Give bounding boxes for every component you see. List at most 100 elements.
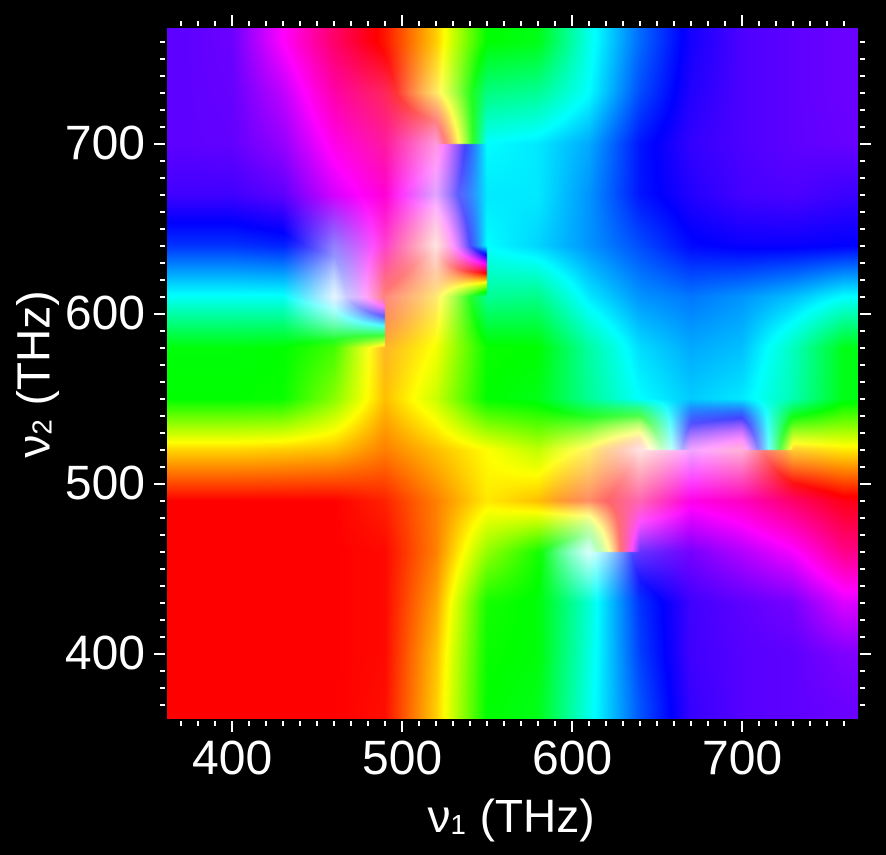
y-right-major-tick <box>860 482 871 486</box>
x-top-minor-tick <box>690 21 693 26</box>
y-minor-tick <box>160 244 165 247</box>
heatmap-canvas <box>167 28 858 719</box>
y-right-minor-tick <box>860 57 865 60</box>
y-minor-tick <box>160 346 165 349</box>
y-right-major-tick <box>860 142 871 146</box>
y-minor-tick <box>160 602 165 605</box>
x-major-tick <box>400 721 404 732</box>
y-minor-tick <box>160 670 165 673</box>
y-minor-tick <box>160 381 165 383</box>
y-right-minor-tick <box>860 568 865 571</box>
x-top-minor-tick <box>435 21 438 26</box>
x-minor-tick <box>656 721 659 726</box>
y-right-minor-tick <box>860 244 865 247</box>
y-right-minor-tick <box>860 108 865 111</box>
x-top-minor-tick <box>707 21 710 26</box>
y-tick-label: 400 <box>64 627 145 681</box>
x-top-major-tick <box>230 15 234 26</box>
x-minor-tick <box>452 721 455 726</box>
y-right-minor-tick <box>860 74 865 77</box>
x-major-tick <box>740 721 744 732</box>
x-minor-tick <box>622 721 625 726</box>
x-minor-tick <box>384 721 387 726</box>
y-minor-tick <box>160 261 165 264</box>
x-tick-label: 700 <box>702 732 783 785</box>
y-right-minor-tick <box>860 602 865 605</box>
y-minor-tick <box>160 40 165 43</box>
y-right-minor-tick <box>860 159 865 162</box>
x-minor-tick <box>639 721 642 726</box>
y-right-minor-tick <box>860 517 865 520</box>
y-minor-tick <box>160 585 165 588</box>
y-right-minor-tick <box>860 346 865 349</box>
y-right-minor-tick <box>860 687 865 690</box>
y-minor-tick <box>160 227 165 230</box>
y-minor-tick <box>160 500 165 503</box>
x-top-minor-tick <box>656 21 659 26</box>
x-tick-label: 400 <box>192 732 273 785</box>
x-minor-tick <box>554 721 557 726</box>
x-top-minor-tick <box>282 21 285 26</box>
y-minor-tick <box>160 125 165 128</box>
y-minor-tick <box>160 329 165 332</box>
x-minor-tick <box>724 721 727 726</box>
x-minor-tick <box>197 721 200 726</box>
y-right-minor-tick <box>860 585 865 588</box>
x-minor-tick <box>792 721 795 726</box>
y-right-minor-tick <box>860 415 865 417</box>
x-top-minor-tick <box>809 21 812 26</box>
x-minor-tick <box>214 721 217 726</box>
x-minor-tick <box>265 721 268 726</box>
x-top-minor-tick <box>639 21 642 26</box>
y-minor-tick <box>160 176 165 179</box>
x-top-major-tick <box>400 15 404 26</box>
y-right-minor-tick <box>860 381 865 383</box>
y-right-minor-tick <box>860 534 865 537</box>
x-minor-tick <box>503 721 506 726</box>
y-minor-tick <box>160 210 165 213</box>
y-right-minor-tick <box>860 329 865 332</box>
x-top-minor-tick <box>469 21 472 26</box>
y-major-tick <box>154 142 165 146</box>
x-top-minor-tick <box>299 21 302 26</box>
y-tick-label: 700 <box>64 116 145 170</box>
x-top-major-tick <box>570 15 574 26</box>
y-right-minor-tick <box>860 636 865 639</box>
x-top-minor-tick <box>316 21 319 26</box>
x-top-minor-tick <box>197 21 200 26</box>
x-major-tick <box>570 721 574 732</box>
y-axis-subscript: 2 <box>26 419 58 435</box>
x-top-minor-tick <box>350 21 353 26</box>
y-minor-tick <box>160 466 165 469</box>
x-top-minor-tick <box>520 21 523 26</box>
y-right-minor-tick <box>860 670 865 673</box>
y-minor-tick <box>160 398 165 400</box>
y-minor-tick <box>160 278 165 281</box>
x-minor-tick <box>809 721 812 726</box>
x-top-minor-tick <box>333 21 336 26</box>
y-major-tick <box>154 482 165 486</box>
y-right-minor-tick <box>860 363 865 366</box>
x-top-minor-tick <box>248 21 251 26</box>
x-minor-tick <box>775 721 778 726</box>
y-minor-tick <box>160 636 165 639</box>
y-right-minor-tick <box>860 193 865 196</box>
y-right-minor-tick <box>860 704 865 707</box>
y-minor-tick <box>160 517 165 520</box>
x-minor-tick <box>418 721 421 726</box>
x-top-minor-tick <box>554 21 557 26</box>
x-top-minor-tick <box>265 21 268 26</box>
y-minor-tick <box>160 704 165 707</box>
y-right-minor-tick <box>860 466 865 469</box>
y-right-minor-tick <box>860 210 865 213</box>
x-minor-tick <box>673 721 676 726</box>
y-right-minor-tick <box>860 227 865 230</box>
y-right-minor-tick <box>860 91 865 94</box>
x-axis-label: ν1 (THz) <box>427 793 594 846</box>
y-minor-tick <box>160 295 165 298</box>
x-top-minor-tick <box>792 21 795 26</box>
y-right-minor-tick <box>860 619 865 622</box>
y-minor-tick <box>160 415 165 417</box>
x-minor-tick <box>690 721 693 726</box>
x-minor-tick <box>180 721 183 726</box>
